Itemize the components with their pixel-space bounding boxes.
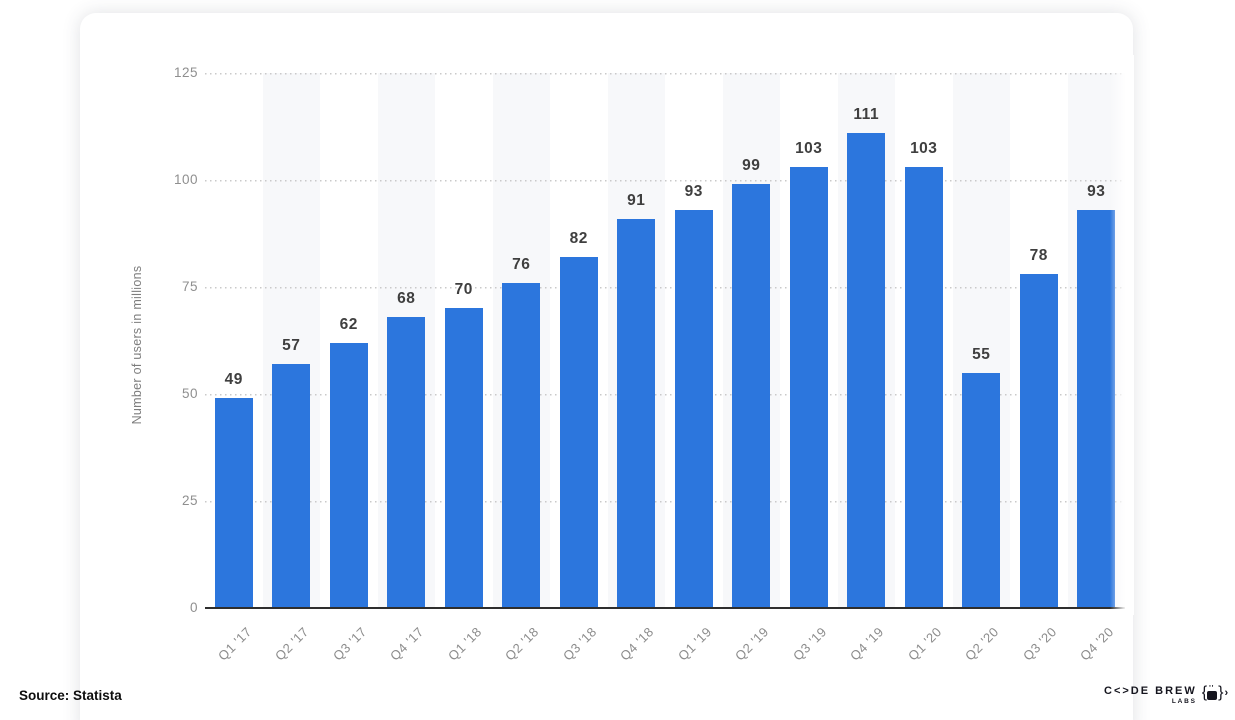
x-axis-tick-label: Q3 '19 [789,624,830,664]
x-axis-tick-label: Q1 '18 [444,624,485,664]
bar[interactable] [732,184,771,608]
bar-value-label: 62 [339,315,358,333]
bar-value-label: 57 [282,337,301,355]
x-axis-tick-label: Q2 '20 [962,624,1002,664]
x-axis-tick-label: Q3 '18 [559,624,600,664]
bar-value-label: 68 [397,289,416,307]
bar[interactable] [904,167,943,608]
x-axis-tick-label: Q2 '19 [732,624,772,664]
y-axis-tick-label: 0 [189,600,198,615]
bar-value-label: 70 [454,281,473,299]
y-axis-tick-label: 75 [181,279,198,294]
x-axis-tick-label: Q3 '20 [1019,624,1060,664]
codebrew-logo-sub: LABS [1171,698,1197,705]
x-axis-tick-label: Q1 '20 [904,624,945,664]
bar[interactable] [214,398,253,608]
bar[interactable] [444,308,483,608]
x-axis-tick-label: Q3 '17 [329,624,370,664]
bar[interactable] [387,316,426,608]
bar-value-label: 55 [972,345,991,363]
y-gridline [205,501,1125,503]
bar-value-label: 82 [569,230,588,248]
bar[interactable] [1077,209,1116,608]
y-axis-tick-label: 50 [181,386,198,401]
bar[interactable] [329,342,368,608]
x-axis-tick-label: Q4 '17 [387,624,427,664]
bar-value-label: 99 [742,157,761,175]
brace-close-glyph: } [1218,684,1224,701]
bar-value-label: 93 [1087,182,1106,200]
x-axis-tick-label: Q4 '20 [1077,624,1117,664]
y-gridline [205,394,1125,396]
x-axis-tick-label: Q2 '18 [502,624,542,664]
chevron-right-icon: › [1224,687,1229,699]
bar-value-label: 78 [1029,247,1048,265]
codebrew-logo-text: C<>DE BREW LABS [1104,685,1197,705]
bar-value-label: 93 [684,182,703,200]
x-axis-tick-label: Q2 '17 [272,624,312,664]
right-fade-overlay [1110,55,1134,615]
coffee-cup-glyph: '' [1207,685,1218,701]
codebrew-logo: C<>DE BREW LABS { '' } › [1104,683,1228,705]
bar[interactable] [962,372,1001,608]
source-note: Source: Statista [19,688,122,703]
y-axis-tick-label: 25 [181,493,198,508]
steam-glyph: '' [1209,685,1215,692]
bar[interactable] [674,209,713,608]
bar-value-label: 103 [795,140,823,158]
bar[interactable] [502,282,541,608]
bar[interactable] [617,218,656,608]
bar[interactable] [1019,274,1058,608]
x-axis-line [205,607,1125,609]
x-axis-tick-label: Q1 '19 [674,624,715,664]
y-gridline [205,73,1125,75]
bar-value-label: 91 [627,191,646,209]
bar-value-label: 103 [910,140,938,158]
bar[interactable] [789,167,828,608]
y-gridline [205,180,1125,182]
brace-open-glyph: { [1201,684,1208,701]
codebrew-logo-name: C<>DE BREW [1104,685,1197,697]
y-axis-tick-label: 125 [173,65,198,80]
y-axis-title: Number of users in millions [130,265,144,425]
y-gridline [205,287,1125,289]
bar[interactable] [272,364,311,608]
x-axis-tick-label: Q1 '17 [214,624,255,664]
bar-value-label: 76 [512,255,531,273]
bar[interactable] [847,132,886,608]
bar[interactable] [559,257,598,608]
x-axis-tick-label: Q4 '19 [847,624,887,664]
bar-value-label: 49 [224,371,243,389]
bar-value-label: 111 [853,105,880,123]
coffee-cup-icon: { '' } › [1202,683,1228,703]
x-axis-tick-label: Q4 '18 [617,624,657,664]
y-axis-tick-label: 100 [173,172,198,187]
